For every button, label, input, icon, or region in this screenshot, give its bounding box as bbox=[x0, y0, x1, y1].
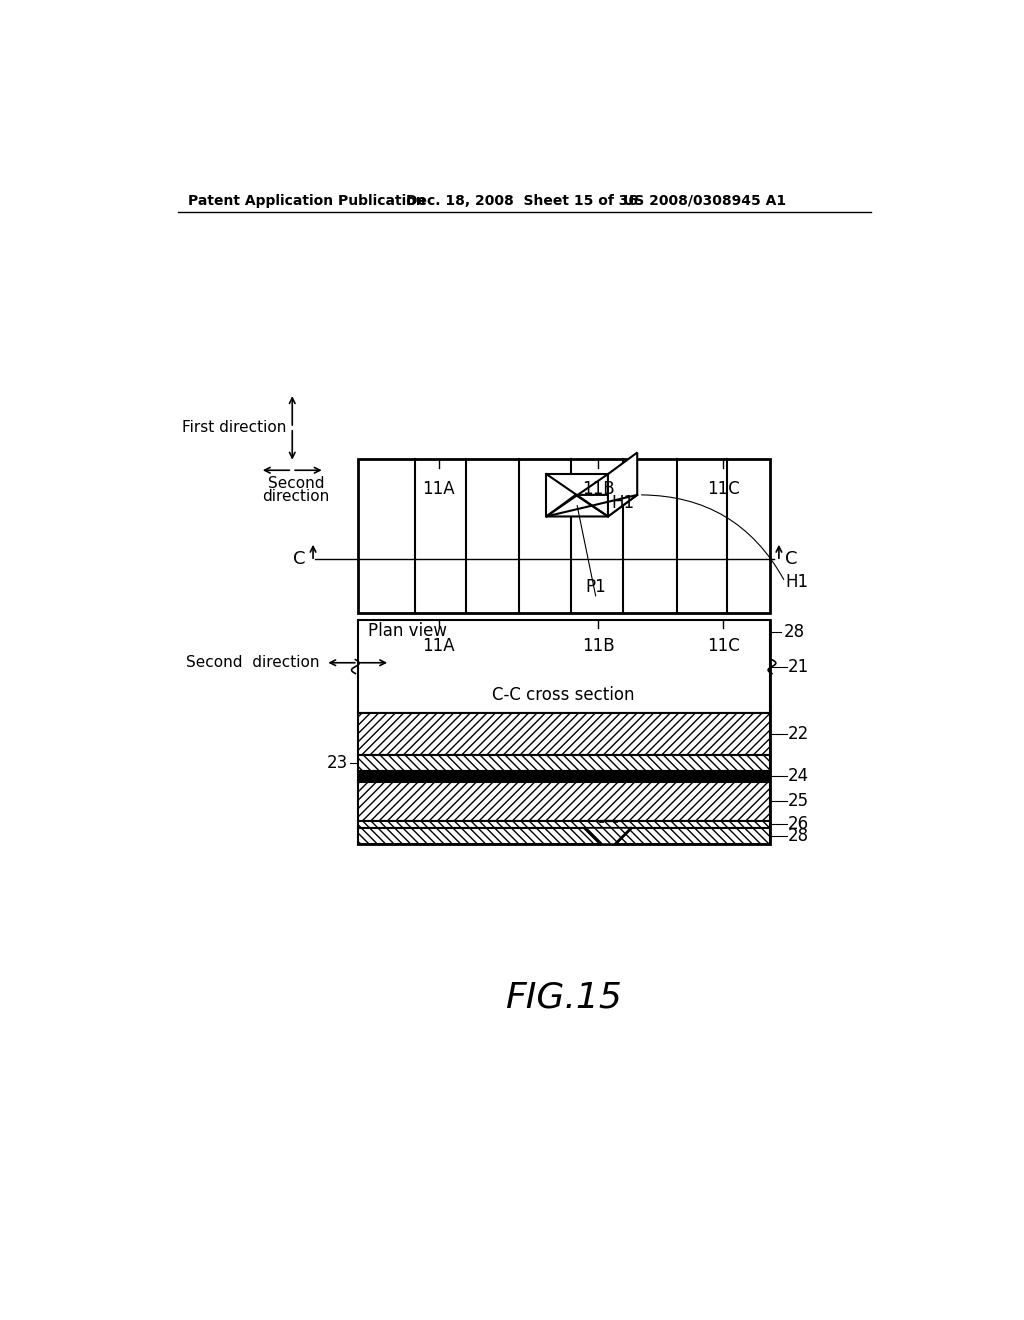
Bar bbox=[357, 620, 770, 843]
Text: H1: H1 bbox=[785, 573, 809, 591]
Bar bbox=[357, 713, 770, 755]
Text: P1: P1 bbox=[586, 578, 606, 595]
Text: FIG.15: FIG.15 bbox=[505, 981, 623, 1015]
Text: H1: H1 bbox=[611, 494, 635, 512]
Bar bbox=[357, 620, 770, 713]
Text: Plan view: Plan view bbox=[369, 622, 447, 640]
Text: 11C: 11C bbox=[708, 480, 739, 498]
Text: C-C cross section: C-C cross section bbox=[493, 686, 635, 704]
Polygon shape bbox=[547, 495, 637, 516]
Text: First direction: First direction bbox=[181, 420, 286, 436]
Text: 25: 25 bbox=[788, 792, 809, 810]
Text: 24: 24 bbox=[788, 767, 809, 785]
Bar bbox=[357, 771, 770, 781]
Text: 11B: 11B bbox=[582, 638, 614, 655]
Text: 11A: 11A bbox=[422, 638, 455, 655]
Text: 28: 28 bbox=[783, 623, 805, 642]
Polygon shape bbox=[608, 453, 637, 516]
Polygon shape bbox=[547, 474, 608, 516]
Text: 11C: 11C bbox=[708, 638, 739, 655]
Polygon shape bbox=[585, 829, 631, 843]
Bar bbox=[357, 781, 770, 821]
Bar bbox=[357, 821, 770, 829]
Bar bbox=[357, 755, 770, 771]
Text: 11A: 11A bbox=[422, 480, 455, 498]
Text: 23: 23 bbox=[328, 754, 348, 772]
Text: Dec. 18, 2008  Sheet 15 of 36: Dec. 18, 2008 Sheet 15 of 36 bbox=[407, 194, 638, 207]
Polygon shape bbox=[585, 829, 631, 843]
Bar bbox=[357, 459, 770, 612]
Text: C: C bbox=[293, 550, 305, 568]
Text: 21: 21 bbox=[788, 657, 809, 676]
Text: Patent Application Publication: Patent Application Publication bbox=[188, 194, 426, 207]
Text: Second: Second bbox=[268, 477, 325, 491]
Text: C: C bbox=[785, 550, 798, 568]
Text: 11B: 11B bbox=[582, 480, 614, 498]
Bar bbox=[357, 829, 770, 843]
Text: 26: 26 bbox=[788, 816, 809, 833]
Text: US 2008/0308945 A1: US 2008/0308945 A1 bbox=[624, 194, 786, 207]
Text: Second  direction: Second direction bbox=[185, 655, 319, 671]
Text: direction: direction bbox=[262, 488, 330, 504]
Text: 22: 22 bbox=[788, 725, 809, 743]
Text: 28: 28 bbox=[788, 828, 809, 845]
